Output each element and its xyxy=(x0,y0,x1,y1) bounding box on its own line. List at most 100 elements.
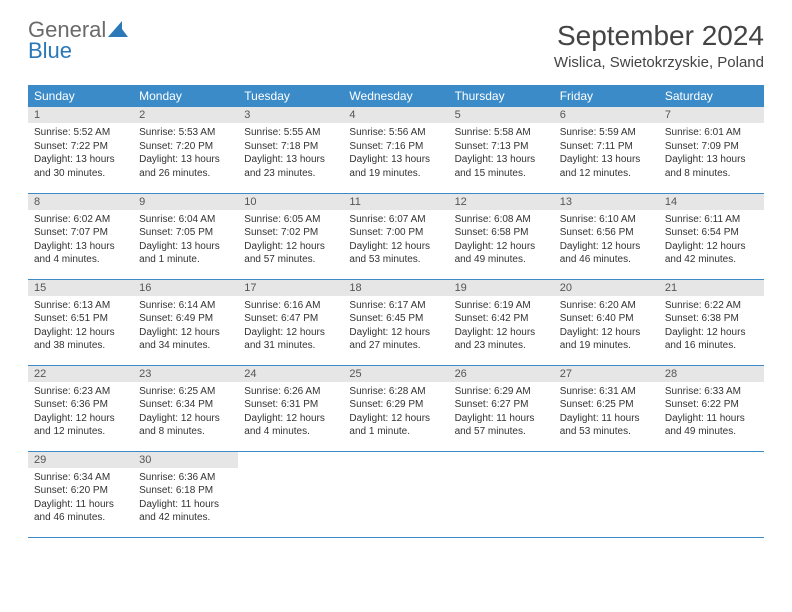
day-number: 7 xyxy=(659,107,764,123)
day-number: 5 xyxy=(449,107,554,123)
sunset-text: Sunset: 6:49 PM xyxy=(139,312,232,326)
day-data: Sunrise: 6:19 AMSunset: 6:42 PMDaylight:… xyxy=(449,296,554,356)
sunrise-text: Sunrise: 5:59 AM xyxy=(560,126,653,140)
sunrise-text: Sunrise: 5:52 AM xyxy=(34,126,127,140)
sunset-text: Sunset: 6:34 PM xyxy=(139,398,232,412)
calendar-day-cell: 5Sunrise: 5:58 AMSunset: 7:13 PMDaylight… xyxy=(449,107,554,193)
month-title: September 2024 xyxy=(554,20,764,52)
day-data: Sunrise: 6:25 AMSunset: 6:34 PMDaylight:… xyxy=(133,382,238,442)
sunset-text: Sunset: 7:09 PM xyxy=(665,140,758,154)
daylight-text: Daylight: 12 hours and 49 minutes. xyxy=(455,240,548,267)
calendar-day-cell: 8Sunrise: 6:02 AMSunset: 7:07 PMDaylight… xyxy=(28,193,133,279)
sunset-text: Sunset: 7:05 PM xyxy=(139,226,232,240)
daylight-text: Daylight: 13 hours and 1 minute. xyxy=(139,240,232,267)
day-number: 14 xyxy=(659,194,764,210)
sunrise-text: Sunrise: 6:34 AM xyxy=(34,471,127,485)
sunrise-text: Sunrise: 5:58 AM xyxy=(455,126,548,140)
day-data: Sunrise: 6:26 AMSunset: 6:31 PMDaylight:… xyxy=(238,382,343,442)
sunrise-text: Sunrise: 6:20 AM xyxy=(560,299,653,313)
day-data: Sunrise: 6:04 AMSunset: 7:05 PMDaylight:… xyxy=(133,210,238,270)
daylight-text: Daylight: 13 hours and 12 minutes. xyxy=(560,153,653,180)
calendar-day-cell: 18Sunrise: 6:17 AMSunset: 6:45 PMDayligh… xyxy=(343,279,448,365)
day-data: Sunrise: 6:01 AMSunset: 7:09 PMDaylight:… xyxy=(659,123,764,183)
daylight-text: Daylight: 12 hours and 23 minutes. xyxy=(455,326,548,353)
daylight-text: Daylight: 13 hours and 19 minutes. xyxy=(349,153,442,180)
daylight-text: Daylight: 12 hours and 31 minutes. xyxy=(244,326,337,353)
calendar-day-cell: 2Sunrise: 5:53 AMSunset: 7:20 PMDaylight… xyxy=(133,107,238,193)
day-number: 26 xyxy=(449,366,554,382)
calendar-day-cell: 1Sunrise: 5:52 AMSunset: 7:22 PMDaylight… xyxy=(28,107,133,193)
calendar-day-cell: 11Sunrise: 6:07 AMSunset: 7:00 PMDayligh… xyxy=(343,193,448,279)
daylight-text: Daylight: 12 hours and 1 minute. xyxy=(349,412,442,439)
sunrise-text: Sunrise: 6:19 AM xyxy=(455,299,548,313)
sunrise-text: Sunrise: 6:22 AM xyxy=(665,299,758,313)
calendar-day-cell: 9Sunrise: 6:04 AMSunset: 7:05 PMDaylight… xyxy=(133,193,238,279)
day-data: Sunrise: 5:56 AMSunset: 7:16 PMDaylight:… xyxy=(343,123,448,183)
sunset-text: Sunset: 6:27 PM xyxy=(455,398,548,412)
daylight-text: Daylight: 12 hours and 53 minutes. xyxy=(349,240,442,267)
calendar-day-cell: 28Sunrise: 6:33 AMSunset: 6:22 PMDayligh… xyxy=(659,365,764,451)
calendar-day-cell: 26Sunrise: 6:29 AMSunset: 6:27 PMDayligh… xyxy=(449,365,554,451)
calendar-day-cell: 12Sunrise: 6:08 AMSunset: 6:58 PMDayligh… xyxy=(449,193,554,279)
day-number: 16 xyxy=(133,280,238,296)
sunrise-text: Sunrise: 6:13 AM xyxy=(34,299,127,313)
sunrise-text: Sunrise: 6:04 AM xyxy=(139,213,232,227)
daylight-text: Daylight: 11 hours and 46 minutes. xyxy=(34,498,127,525)
sunrise-text: Sunrise: 6:31 AM xyxy=(560,385,653,399)
day-data: Sunrise: 5:55 AMSunset: 7:18 PMDaylight:… xyxy=(238,123,343,183)
calendar-day-cell: 4Sunrise: 5:56 AMSunset: 7:16 PMDaylight… xyxy=(343,107,448,193)
sunrise-text: Sunrise: 6:25 AM xyxy=(139,385,232,399)
sunrise-text: Sunrise: 6:14 AM xyxy=(139,299,232,313)
weekday-header: Thursday xyxy=(449,85,554,107)
day-data: Sunrise: 6:14 AMSunset: 6:49 PMDaylight:… xyxy=(133,296,238,356)
daylight-text: Daylight: 12 hours and 38 minutes. xyxy=(34,326,127,353)
day-data: Sunrise: 6:31 AMSunset: 6:25 PMDaylight:… xyxy=(554,382,659,442)
sunset-text: Sunset: 7:07 PM xyxy=(34,226,127,240)
daylight-text: Daylight: 12 hours and 27 minutes. xyxy=(349,326,442,353)
daylight-text: Daylight: 12 hours and 46 minutes. xyxy=(560,240,653,267)
sunset-text: Sunset: 7:16 PM xyxy=(349,140,442,154)
daylight-text: Daylight: 12 hours and 34 minutes. xyxy=(139,326,232,353)
day-number: 12 xyxy=(449,194,554,210)
daylight-text: Daylight: 13 hours and 30 minutes. xyxy=(34,153,127,180)
sunset-text: Sunset: 7:00 PM xyxy=(349,226,442,240)
calendar-day-cell: 6 Sunrise: 5:59 AMSunset: 7:11 PMDaylight… xyxy=(554,107,659,193)
day-data: Sunrise: 6:05 AMSunset: 7:02 PMDaylight:… xyxy=(238,210,343,270)
day-number: 10 xyxy=(238,194,343,210)
day-data: Sunrise: 5:58 AMSunset: 7:13 PMDaylight:… xyxy=(449,123,554,183)
sunset-text: Sunset: 6:22 PM xyxy=(665,398,758,412)
daylight-text: Daylight: 13 hours and 4 minutes. xyxy=(34,240,127,267)
header: General Blue September 2024 Wislica, Swi… xyxy=(28,20,764,71)
calendar-day-cell xyxy=(238,451,343,537)
calendar-day-cell xyxy=(659,451,764,537)
daylight-text: Daylight: 12 hours and 12 minutes. xyxy=(34,412,127,439)
daylight-text: Daylight: 11 hours and 42 minutes. xyxy=(139,498,232,525)
weekday-header: Saturday xyxy=(659,85,764,107)
day-data: Sunrise: 6:29 AMSunset: 6:27 PMDaylight:… xyxy=(449,382,554,442)
sunset-text: Sunset: 7:11 PM xyxy=(560,140,653,154)
day-data: Sunrise: 5:53 AMSunset: 7:20 PMDaylight:… xyxy=(133,123,238,183)
day-number: 20 xyxy=(554,280,659,296)
daylight-text: Daylight: 13 hours and 26 minutes. xyxy=(139,153,232,180)
day-number: 11 xyxy=(343,194,448,210)
daylight-text: Daylight: 12 hours and 57 minutes. xyxy=(244,240,337,267)
sunrise-text: Sunrise: 6:26 AM xyxy=(244,385,337,399)
day-number: 30 xyxy=(133,452,238,468)
sunset-text: Sunset: 6:40 PM xyxy=(560,312,653,326)
day-data: Sunrise: 6:33 AMSunset: 6:22 PMDaylight:… xyxy=(659,382,764,442)
sunset-text: Sunset: 6:45 PM xyxy=(349,312,442,326)
sunset-text: Sunset: 6:51 PM xyxy=(34,312,127,326)
sunrise-text: Sunrise: 6:02 AM xyxy=(34,213,127,227)
day-number: 2 xyxy=(133,107,238,123)
day-data: Sunrise: 6:23 AMSunset: 6:36 PMDaylight:… xyxy=(28,382,133,442)
day-number: 22 xyxy=(28,366,133,382)
sunrise-text: Sunrise: 6:17 AM xyxy=(349,299,442,313)
location: Wislica, Swietokrzyskie, Poland xyxy=(554,54,764,71)
day-number: 4 xyxy=(343,107,448,123)
calendar-header-row: SundayMondayTuesdayWednesdayThursdayFrid… xyxy=(28,85,764,107)
day-number: 6 xyxy=(554,107,659,123)
sunrise-text: Sunrise: 6:10 AM xyxy=(560,213,653,227)
day-data: Sunrise: 6:20 AMSunset: 6:40 PMDaylight:… xyxy=(554,296,659,356)
sunset-text: Sunset: 6:29 PM xyxy=(349,398,442,412)
day-data: Sunrise: 6:11 AMSunset: 6:54 PMDaylight:… xyxy=(659,210,764,270)
